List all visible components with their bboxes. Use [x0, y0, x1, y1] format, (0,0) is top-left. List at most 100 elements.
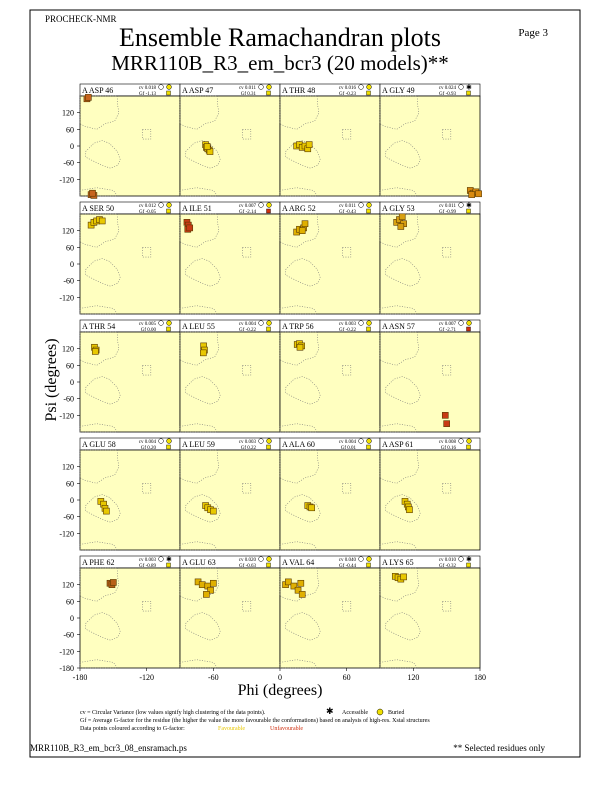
panel-background	[79, 95, 181, 197]
data-point	[89, 189, 96, 197]
panel-background	[179, 331, 281, 433]
gf-icon	[366, 562, 371, 568]
y-tick-label: 0	[70, 378, 74, 387]
allowed-region	[279, 187, 319, 197]
data-point	[443, 420, 450, 427]
data-point	[298, 227, 306, 234]
allowed-region	[342, 129, 352, 140]
gf-label: Gf -0.89	[139, 564, 156, 569]
residue-label: A THR 48	[282, 86, 315, 95]
cv-label: cv 0.007	[439, 322, 457, 327]
buried-icon	[366, 84, 372, 90]
allowed-region	[279, 423, 319, 433]
gf-label: Gf -1.13	[139, 92, 156, 97]
allowed-region	[442, 247, 452, 258]
allowed-region	[179, 659, 219, 669]
cv-label: cv 0.010	[439, 558, 457, 563]
allowed-region	[179, 95, 220, 130]
x-tick-label: -120	[139, 673, 154, 682]
buried-icon	[166, 84, 172, 90]
allowed-region	[342, 483, 352, 494]
gf-label: Gf -0.22	[239, 328, 256, 333]
legend-buried: Buried	[388, 710, 404, 716]
gf-icon	[466, 90, 471, 96]
gf-icon	[266, 444, 271, 450]
data-point	[203, 143, 211, 150]
accessible-icon: ✱	[326, 706, 334, 716]
y-tick-label: -120	[59, 529, 74, 538]
y-tick-label: 0	[70, 142, 74, 151]
residue-label: A ARG 52	[282, 204, 316, 213]
data-point	[468, 191, 475, 198]
buried-icon	[266, 320, 272, 326]
allowed-region	[442, 483, 452, 494]
gf-label: Gf 0.20	[141, 446, 157, 451]
gf-icon	[466, 326, 471, 332]
cv-label: cv 0.005	[139, 322, 157, 327]
allowed-region	[142, 247, 152, 258]
y-tick-label: 120	[62, 109, 74, 118]
y-tick-label: -120	[59, 647, 74, 656]
accessible-icon: ✱	[466, 84, 472, 92]
gf-label: Gf -0.32	[439, 564, 456, 569]
x-tick-label: 60	[343, 673, 351, 682]
x-tick-label: -180	[73, 673, 88, 682]
residue-label: A LEU 59	[182, 440, 215, 449]
footer-file: MRR110B_R3_em_bcr3_08_ensramach.ps	[30, 743, 187, 753]
gf-icon	[466, 208, 471, 214]
gf-label: Gf -0.22	[339, 328, 356, 333]
y-tick-label: 0	[70, 614, 74, 623]
data-point	[297, 579, 305, 587]
cv-label: cv 0.004	[239, 322, 257, 327]
y-tick-label: -180	[59, 664, 74, 673]
data-point	[210, 507, 217, 515]
gf-icon	[166, 326, 171, 332]
allowed-region	[79, 213, 120, 248]
cv-icon	[358, 84, 364, 90]
residue-label: A VAL 64	[282, 558, 314, 567]
cv-label: cv 0.020	[239, 558, 257, 563]
buried-icon	[366, 202, 372, 208]
allowed-region	[79, 423, 119, 433]
cv-label: cv 0.004	[339, 440, 357, 445]
panel-background	[379, 567, 481, 669]
gf-icon	[266, 208, 271, 214]
allowed-region	[79, 187, 119, 197]
cv-icon	[258, 84, 264, 90]
gf-label: Gf -0.23	[339, 92, 356, 97]
gf-label: Gf -2.14	[239, 210, 256, 215]
legend-colour: Data points coloured according to G-fact…	[80, 725, 185, 732]
x-axis-label: Phi (degrees)	[238, 682, 323, 699]
panel-background	[79, 449, 181, 551]
allowed-region	[379, 331, 420, 366]
cv-icon	[458, 556, 464, 562]
data-point	[441, 412, 449, 419]
panel-background	[79, 213, 181, 315]
data-point	[203, 591, 210, 598]
allowed-region	[342, 365, 352, 376]
allowed-region	[442, 601, 452, 612]
residue-label: A ASP 47	[182, 86, 213, 95]
accessible-icon: ✱	[466, 556, 472, 564]
residue-label: A LEU 55	[182, 322, 215, 331]
allowed-region	[379, 449, 420, 484]
allowed-region	[279, 331, 320, 366]
buried-icon	[266, 556, 272, 562]
data-point	[85, 94, 92, 101]
allowed-region	[442, 129, 452, 140]
panel-background	[379, 331, 481, 433]
residue-label: A SER 50	[82, 204, 114, 213]
residue-label: A ASP 46	[82, 86, 113, 95]
accessible-icon: ✱	[466, 202, 472, 210]
y-tick-label: 60	[66, 597, 74, 606]
y-tick-label: -60	[63, 631, 74, 640]
buried-icon	[466, 438, 472, 444]
cv-icon	[458, 320, 464, 326]
buried-icon	[266, 202, 272, 208]
allowed-region	[379, 305, 419, 315]
buried-icon	[366, 320, 372, 326]
legend-favourable: Favourable	[218, 726, 245, 732]
cv-label: cv 0.003	[339, 322, 357, 327]
allowed-region	[179, 187, 219, 197]
allowed-region	[179, 305, 219, 315]
